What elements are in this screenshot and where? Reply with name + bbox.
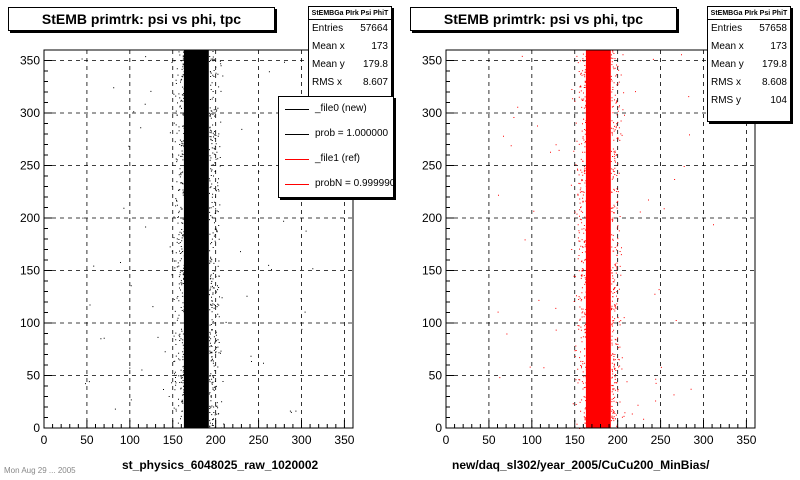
x-tick-label: 350 [334,433,354,447]
y-tick-label: 350 [422,54,442,68]
stats-header: StEMBGa PIrk Psi PhiT [309,7,391,20]
x-tick-label: 250 [651,433,671,447]
y-tick-label: 200 [20,211,40,225]
x-tick-label: 300 [291,433,311,447]
y-tick-label: 0 [33,421,40,435]
y-tick-label: 300 [20,106,40,120]
stats-row-entries: Entries 57658 [711,23,787,34]
legend-item: _file1 (ref) [279,147,393,172]
legend-item: _file0 (new) [279,97,393,122]
x-tick-label: 150 [163,433,183,447]
plot-1: 0 50 100 150 200 250 300 350 0 50 100 150 200 250 300 3… [422,49,757,447]
series-core-band [183,50,209,428]
chart-title-right: StEMB primtrk: psi vs phi, tpc [410,7,677,31]
series-points [497,50,719,429]
stats-row-rms-y: RMS y 104 [711,95,787,106]
x-tick-label: 250 [249,433,269,447]
y-tick-label: 150 [20,264,40,278]
x-axis-title-right: new/daq_sl302/year_2005/CuCu200_MinBias/ [452,458,710,472]
stats-row-mean-x: Mean x 173 [711,41,787,52]
stats-row-mean-y: Mean y 179.8 [312,59,388,70]
x-tick-label: 300 [693,433,713,447]
y-tick-label: 100 [422,316,442,330]
stats-row-entries: Entries 57664 [312,23,388,34]
stats-row-mean-y: Mean y 179.8 [711,59,787,70]
series-points [81,50,314,429]
x-axis-title-left: st_physics_6048025_raw_1020002 [122,458,319,472]
y-tick-label: 350 [20,54,40,68]
stats-row-rms-x: RMS x 8.608 [711,77,787,88]
legend-item: prob = 1.000000 [279,122,393,147]
x-tick-label: 150 [565,433,585,447]
y-tick-label: 50 [429,369,443,383]
footer-text: Mon Aug 29 ... 2005 [4,466,76,475]
x-tick-label: 200 [608,433,628,447]
stats-header: StEMBGa PIrk Psi PhiT [708,7,790,20]
x-tick-label: 100 [120,433,140,447]
y-tick-label: 150 [422,264,442,278]
chart-title-left: StEMB primtrk: psi vs phi, tpc [8,7,275,31]
y-tick-label: 300 [422,106,442,120]
series-core-band [585,50,611,428]
legend: _file0 (new) prob = 1.000000 _file1 (ref… [278,96,394,198]
x-tick-label: 200 [206,433,226,447]
legend-item: probN = 0.999990 [279,172,393,197]
x-tick-label: 50 [80,433,94,447]
y-tick-label: 250 [422,159,442,173]
x-tick-label: 350 [736,433,756,447]
y-tick-label: 250 [20,159,40,173]
y-tick-label: 50 [27,369,41,383]
x-tick-label: 100 [522,433,542,447]
stats-row-mean-x: Mean x 173 [312,41,388,52]
y-tick-label: 0 [435,421,442,435]
y-tick-label: 100 [20,316,40,330]
stats-box-right: StEMBGa PIrk Psi PhiT Entries 57658 Mean … [707,6,791,122]
x-tick-label: 0 [41,433,48,447]
y-tick-label: 200 [422,211,442,225]
x-tick-label: 50 [482,433,496,447]
x-tick-label: 0 [443,433,450,447]
stats-row-rms-x: RMS x 8.607 [312,77,388,88]
